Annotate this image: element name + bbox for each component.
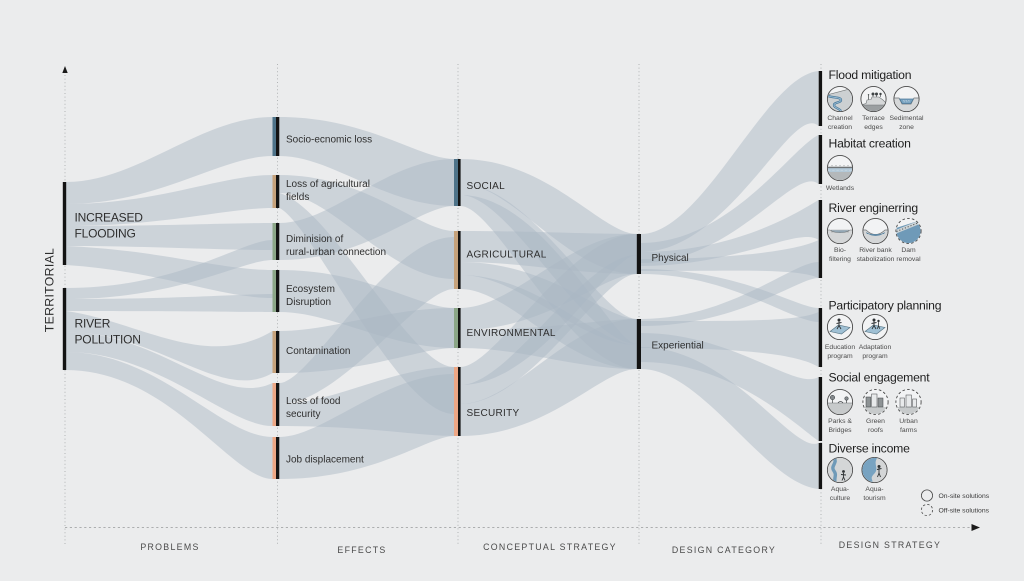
svg-text:POLLUTION: POLLUTION: [75, 333, 141, 347]
svg-text:tourism: tourism: [863, 495, 886, 502]
svg-text:PROBLEMS: PROBLEMS: [140, 542, 199, 552]
svg-text:River bank: River bank: [859, 247, 892, 254]
svg-text:Ecosystem: Ecosystem: [286, 284, 335, 295]
svg-text:farms: farms: [900, 427, 918, 434]
svg-text:Habitat creation: Habitat creation: [829, 137, 911, 151]
svg-text:Experiential: Experiential: [652, 341, 704, 352]
svg-text:stabolization: stabolization: [857, 256, 895, 263]
svg-text:SOCIAL: SOCIAL: [467, 181, 506, 192]
svg-text:culture: culture: [830, 495, 851, 502]
svg-text:Green: Green: [866, 418, 885, 425]
svg-text:River enginerring: River enginerring: [829, 201, 918, 215]
svg-text:Loss of food: Loss of food: [286, 396, 340, 407]
svg-text:Flood mitigation: Flood mitigation: [829, 68, 912, 82]
svg-text:Urban: Urban: [899, 418, 918, 425]
svg-text:TERRITORIAL: TERRITORIAL: [43, 248, 57, 332]
svg-text:creation: creation: [828, 124, 852, 131]
svg-text:Physical: Physical: [652, 253, 689, 264]
svg-text:Bridges: Bridges: [828, 427, 852, 434]
svg-text:roofs: roofs: [868, 427, 884, 434]
svg-text:Diverse income: Diverse income: [829, 442, 911, 456]
svg-text:ENVIRONMENTAL: ENVIRONMENTAL: [467, 328, 556, 339]
svg-text:FLOODING: FLOODING: [75, 227, 136, 241]
svg-text:Off-site solutions: Off-site solutions: [939, 508, 990, 515]
svg-text:AGRICULTURAL: AGRICULTURAL: [467, 250, 547, 261]
svg-text:Channel: Channel: [827, 115, 853, 122]
svg-text:Adaptation: Adaptation: [859, 344, 892, 351]
svg-text:Aqua-: Aqua-: [831, 486, 849, 493]
svg-text:Diminision of: Diminision of: [286, 234, 343, 245]
svg-text:zone: zone: [899, 124, 914, 131]
svg-text:INCREASED: INCREASED: [75, 211, 144, 225]
svg-text:Social engagement: Social engagement: [829, 371, 931, 385]
svg-text:program: program: [827, 353, 853, 360]
svg-text:Job displacement: Job displacement: [286, 455, 364, 466]
svg-text:Participatory planning: Participatory planning: [829, 299, 942, 313]
svg-text:EFFECTS: EFFECTS: [337, 545, 386, 555]
svg-text:Terrace: Terrace: [862, 115, 885, 122]
svg-text:DESIGN CATEGORY: DESIGN CATEGORY: [672, 545, 776, 555]
svg-text:edges: edges: [864, 124, 883, 131]
svg-text:program: program: [862, 353, 888, 360]
svg-text:Dam: Dam: [901, 247, 916, 254]
svg-text:Education: Education: [825, 344, 855, 351]
svg-text:Parks &: Parks &: [828, 418, 852, 425]
svg-text:Socio-ecnomic loss: Socio-ecnomic loss: [286, 135, 372, 146]
svg-text:On-site solutions: On-site solutions: [939, 493, 990, 500]
svg-text:Aqua-: Aqua-: [865, 486, 883, 493]
svg-text:Loss of agricultural: Loss of agricultural: [286, 179, 370, 190]
svg-text:filtering: filtering: [829, 256, 851, 263]
svg-text:Contamination: Contamination: [286, 346, 350, 357]
svg-text:SECURITY: SECURITY: [467, 408, 520, 419]
svg-text:CONCEPTUAL STRATEGY: CONCEPTUAL STRATEGY: [483, 542, 617, 552]
svg-text:security: security: [286, 409, 320, 420]
svg-text:RIVER: RIVER: [75, 317, 111, 331]
svg-text:Disruption: Disruption: [286, 297, 331, 308]
svg-text:Bio-: Bio-: [834, 247, 846, 254]
svg-text:Sedimental: Sedimental: [889, 115, 923, 122]
svg-text:rural-urban connection: rural-urban connection: [286, 247, 386, 258]
svg-text:DESIGN STRATEGY: DESIGN STRATEGY: [839, 540, 941, 550]
svg-text:Wetlands: Wetlands: [826, 185, 855, 192]
svg-text:fields: fields: [286, 192, 309, 203]
svg-text:removal: removal: [896, 256, 921, 263]
